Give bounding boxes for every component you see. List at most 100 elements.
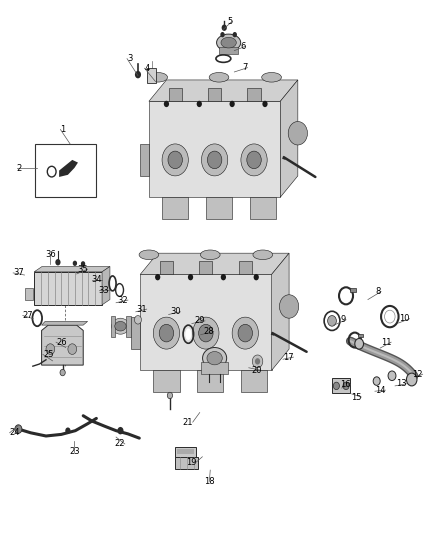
Text: 28: 28 [203,327,214,336]
Circle shape [254,274,259,280]
Text: 35: 35 [77,265,88,273]
Text: 20: 20 [251,366,262,375]
Bar [239,261,252,274]
Circle shape [220,32,225,37]
Circle shape [188,274,193,280]
Bar [219,47,238,54]
Text: 34: 34 [91,276,102,284]
Ellipse shape [200,250,220,260]
Circle shape [333,382,339,390]
Text: 12: 12 [412,370,423,378]
Polygon shape [149,80,298,101]
Ellipse shape [207,352,222,365]
Text: 16: 16 [340,381,350,389]
Ellipse shape [110,279,115,288]
Bar [111,316,115,337]
Circle shape [164,101,169,107]
Circle shape [232,317,258,349]
Ellipse shape [34,313,40,324]
Circle shape [65,427,71,434]
Text: 33: 33 [98,286,109,295]
Text: 24: 24 [10,429,20,437]
Circle shape [168,151,183,169]
Polygon shape [140,253,289,274]
Text: 23: 23 [69,448,80,456]
Polygon shape [34,272,102,305]
Circle shape [117,427,124,434]
Text: 8: 8 [376,287,381,296]
Circle shape [255,358,260,365]
Circle shape [328,316,336,326]
Circle shape [60,369,65,376]
Circle shape [55,259,60,265]
Circle shape [46,344,55,354]
Ellipse shape [209,72,229,82]
Polygon shape [42,321,88,325]
Circle shape [221,274,226,280]
Circle shape [222,25,227,31]
Circle shape [167,392,173,399]
Bar [201,362,228,374]
Ellipse shape [261,72,281,82]
Text: 32: 32 [117,296,128,304]
Bar [250,197,276,219]
Polygon shape [59,160,78,177]
Circle shape [201,144,228,176]
Text: 3: 3 [127,54,132,63]
Polygon shape [42,325,83,365]
Bar [153,370,180,392]
Ellipse shape [148,72,167,82]
Bar [241,370,267,392]
Ellipse shape [139,250,159,260]
Circle shape [135,71,141,78]
Bar [126,316,131,337]
Polygon shape [280,80,298,197]
Text: 26: 26 [56,338,67,346]
Bar [160,261,173,274]
Circle shape [68,344,77,354]
Circle shape [279,295,299,318]
Bar [247,88,261,101]
Ellipse shape [253,250,272,260]
Circle shape [388,371,396,381]
Circle shape [385,310,395,323]
Text: 9: 9 [341,316,346,324]
Circle shape [252,355,263,368]
Text: 18: 18 [204,477,215,486]
Circle shape [247,151,261,169]
Text: 15: 15 [351,393,361,401]
Bar [175,447,196,457]
Bar [175,457,198,469]
Text: 31: 31 [136,305,147,313]
Circle shape [233,32,237,37]
Ellipse shape [221,37,237,48]
Text: 21: 21 [182,418,193,426]
Ellipse shape [112,318,129,334]
Polygon shape [272,253,289,370]
Ellipse shape [117,286,122,294]
Circle shape [159,324,173,342]
Bar [197,370,223,392]
Text: 7: 7 [242,63,247,72]
Bar [35,144,96,197]
Circle shape [193,317,219,349]
Circle shape [262,101,268,107]
Text: 30: 30 [170,308,180,316]
Circle shape [241,144,267,176]
Bar [177,449,194,454]
Bar [350,288,356,292]
Circle shape [134,316,141,324]
Bar [25,288,33,300]
Circle shape [230,101,235,107]
Text: 6: 6 [240,42,245,51]
Bar [169,88,182,101]
Bar [206,197,232,219]
Circle shape [208,151,222,169]
Circle shape [15,425,22,433]
Bar [199,261,212,274]
Polygon shape [282,156,286,160]
Ellipse shape [185,328,191,340]
Circle shape [198,324,213,342]
Circle shape [406,373,417,386]
Text: 10: 10 [399,314,410,323]
